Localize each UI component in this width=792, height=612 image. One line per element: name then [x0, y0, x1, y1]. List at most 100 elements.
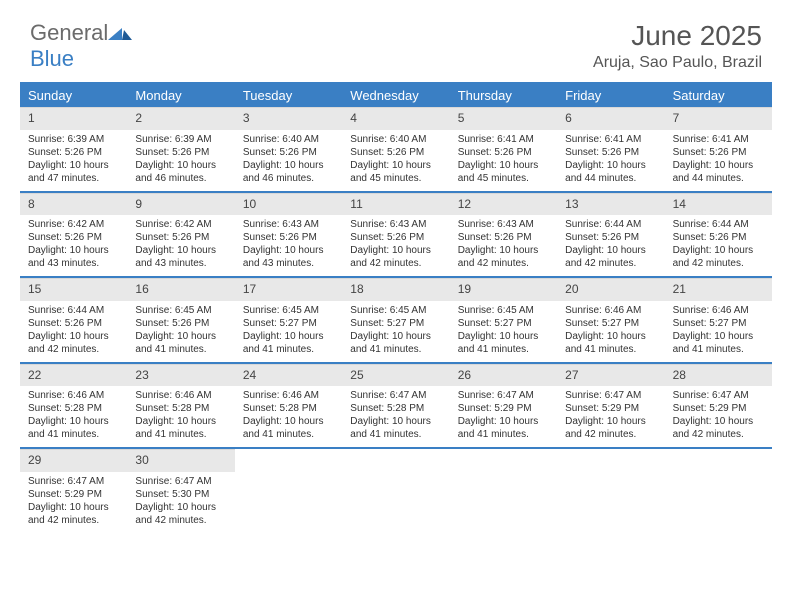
sunset-line: Sunset: 5:26 PM — [458, 146, 549, 159]
sunrise-line: Sunrise: 6:42 AM — [135, 218, 226, 231]
day-cell: 22Sunrise: 6:46 AMSunset: 5:28 PMDayligh… — [20, 364, 127, 448]
sunrise-line: Sunrise: 6:45 AM — [243, 304, 334, 317]
day-number: 9 — [127, 193, 234, 216]
week-row: 1Sunrise: 6:39 AMSunset: 5:26 PMDaylight… — [20, 107, 772, 193]
sunset-line: Sunset: 5:28 PM — [243, 402, 334, 415]
day-number: 22 — [20, 364, 127, 387]
sunset-line: Sunset: 5:26 PM — [28, 146, 119, 159]
day-cell: 11Sunrise: 6:43 AMSunset: 5:26 PMDayligh… — [342, 193, 449, 277]
weekday-wednesday: Wednesday — [342, 84, 449, 107]
sunset-line: Sunset: 5:26 PM — [673, 146, 764, 159]
logo-text: General Blue — [30, 20, 132, 72]
sunset-line: Sunset: 5:26 PM — [350, 146, 441, 159]
day-body: Sunrise: 6:46 AMSunset: 5:28 PMDaylight:… — [127, 386, 234, 447]
day-body: Sunrise: 6:47 AMSunset: 5:30 PMDaylight:… — [127, 472, 234, 533]
day-cell: 21Sunrise: 6:46 AMSunset: 5:27 PMDayligh… — [665, 278, 772, 362]
sunset-line: Sunset: 5:27 PM — [565, 317, 656, 330]
weekday-header-row: SundayMondayTuesdayWednesdayThursdayFrid… — [20, 84, 772, 107]
day-body: Sunrise: 6:40 AMSunset: 5:26 PMDaylight:… — [342, 130, 449, 191]
day-cell: 14Sunrise: 6:44 AMSunset: 5:26 PMDayligh… — [665, 193, 772, 277]
sunrise-line: Sunrise: 6:42 AM — [28, 218, 119, 231]
daylight-line: Daylight: 10 hours and 43 minutes. — [28, 244, 119, 270]
day-body: Sunrise: 6:43 AMSunset: 5:26 PMDaylight:… — [450, 215, 557, 276]
day-body: Sunrise: 6:47 AMSunset: 5:29 PMDaylight:… — [557, 386, 664, 447]
day-number: 27 — [557, 364, 664, 387]
sunrise-line: Sunrise: 6:40 AM — [350, 133, 441, 146]
daylight-line: Daylight: 10 hours and 41 minutes. — [458, 330, 549, 356]
day-body: Sunrise: 6:46 AMSunset: 5:28 PMDaylight:… — [235, 386, 342, 447]
daylight-line: Daylight: 10 hours and 45 minutes. — [458, 159, 549, 185]
daylight-line: Daylight: 10 hours and 41 minutes. — [673, 330, 764, 356]
location-label: Aruja, Sao Paulo, Brazil — [593, 54, 762, 72]
day-body: Sunrise: 6:44 AMSunset: 5:26 PMDaylight:… — [20, 301, 127, 362]
day-body: Sunrise: 6:47 AMSunset: 5:28 PMDaylight:… — [342, 386, 449, 447]
sunrise-line: Sunrise: 6:41 AM — [565, 133, 656, 146]
day-cell: 23Sunrise: 6:46 AMSunset: 5:28 PMDayligh… — [127, 364, 234, 448]
sunset-line: Sunset: 5:29 PM — [673, 402, 764, 415]
day-number: 24 — [235, 364, 342, 387]
day-body: Sunrise: 6:46 AMSunset: 5:27 PMDaylight:… — [557, 301, 664, 362]
sunset-line: Sunset: 5:29 PM — [28, 488, 119, 501]
day-cell: 1 Sunrise: 6:39 AMSunset: 5:26 PMDaylight… — [20, 107, 127, 191]
day-cell: 24Sunrise: 6:46 AMSunset: 5:28 PMDayligh… — [235, 364, 342, 448]
sunrise-line: Sunrise: 6:43 AM — [458, 218, 549, 231]
sunset-line: Sunset: 5:26 PM — [673, 231, 764, 244]
day-cell: 12Sunrise: 6:43 AMSunset: 5:26 PMDayligh… — [450, 193, 557, 277]
day-cell — [342, 449, 449, 533]
sunrise-line: Sunrise: 6:46 AM — [243, 389, 334, 402]
day-number: 11 — [342, 193, 449, 216]
day-body: Sunrise: 6:41 AMSunset: 5:26 PMDaylight:… — [665, 130, 772, 191]
day-number: 26 — [450, 364, 557, 387]
daylight-line: Daylight: 10 hours and 41 minutes. — [135, 415, 226, 441]
day-number: 19 — [450, 278, 557, 301]
day-number: 15 — [20, 278, 127, 301]
sunset-line: Sunset: 5:27 PM — [243, 317, 334, 330]
day-body: Sunrise: 6:46 AMSunset: 5:28 PMDaylight:… — [20, 386, 127, 447]
sunset-line: Sunset: 5:28 PM — [350, 402, 441, 415]
daylight-line: Daylight: 10 hours and 43 minutes. — [243, 244, 334, 270]
sunset-line: Sunset: 5:28 PM — [135, 402, 226, 415]
day-number: 6 — [557, 107, 664, 130]
daylight-line: Daylight: 10 hours and 41 minutes. — [350, 415, 441, 441]
day-number: 14 — [665, 193, 772, 216]
sunrise-line: Sunrise: 6:40 AM — [243, 133, 334, 146]
day-cell: 3Sunrise: 6:40 AMSunset: 5:26 PMDaylight… — [235, 107, 342, 191]
day-number: 1 — [20, 107, 127, 130]
day-body: Sunrise: 6:44 AMSunset: 5:26 PMDaylight:… — [557, 215, 664, 276]
day-number: 29 — [20, 449, 127, 472]
weeks-container: 1Sunrise: 6:39 AMSunset: 5:26 PMDaylight… — [20, 107, 772, 533]
day-body: Sunrise: 6:47 AMSunset: 5:29 PMDaylight:… — [450, 386, 557, 447]
day-number: 2 — [127, 107, 234, 130]
day-body: Sunrise: 6:45 AMSunset: 5:27 PMDaylight:… — [450, 301, 557, 362]
daylight-line: Daylight: 10 hours and 41 minutes. — [350, 330, 441, 356]
day-cell: 30Sunrise: 6:47 AMSunset: 5:30 PMDayligh… — [127, 449, 234, 533]
day-body: Sunrise: 6:47 AMSunset: 5:29 PMDaylight:… — [665, 386, 772, 447]
day-body: Sunrise: 6:43 AMSunset: 5:26 PMDaylight:… — [342, 215, 449, 276]
day-number: 17 — [235, 278, 342, 301]
daylight-line: Daylight: 10 hours and 42 minutes. — [565, 415, 656, 441]
daylight-line: Daylight: 10 hours and 42 minutes. — [673, 244, 764, 270]
day-cell: 5Sunrise: 6:41 AMSunset: 5:26 PMDaylight… — [450, 107, 557, 191]
day-cell — [235, 449, 342, 533]
sunrise-line: Sunrise: 6:47 AM — [673, 389, 764, 402]
week-row: 22Sunrise: 6:46 AMSunset: 5:28 PMDayligh… — [20, 364, 772, 450]
day-number: 8 — [20, 193, 127, 216]
daylight-line: Daylight: 10 hours and 47 minutes. — [28, 159, 119, 185]
week-row: 8Sunrise: 6:42 AMSunset: 5:26 PMDaylight… — [20, 193, 772, 279]
day-cell: 27Sunrise: 6:47 AMSunset: 5:29 PMDayligh… — [557, 364, 664, 448]
day-number: 10 — [235, 193, 342, 216]
day-cell: 2Sunrise: 6:39 AMSunset: 5:26 PMDaylight… — [127, 107, 234, 191]
daylight-line: Daylight: 10 hours and 41 minutes. — [135, 330, 226, 356]
daylight-line: Daylight: 10 hours and 42 minutes. — [458, 244, 549, 270]
sunrise-line: Sunrise: 6:39 AM — [28, 133, 119, 146]
sunrise-line: Sunrise: 6:44 AM — [565, 218, 656, 231]
day-body: Sunrise: 6:43 AMSunset: 5:26 PMDaylight:… — [235, 215, 342, 276]
day-body: Sunrise: 6:45 AMSunset: 5:26 PMDaylight:… — [127, 301, 234, 362]
sunset-line: Sunset: 5:28 PM — [28, 402, 119, 415]
day-number: 28 — [665, 364, 772, 387]
daylight-line: Daylight: 10 hours and 42 minutes. — [565, 244, 656, 270]
day-cell: 6Sunrise: 6:41 AMSunset: 5:26 PMDaylight… — [557, 107, 664, 191]
weekday-friday: Friday — [557, 84, 664, 107]
weekday-tuesday: Tuesday — [235, 84, 342, 107]
daylight-line: Daylight: 10 hours and 44 minutes. — [565, 159, 656, 185]
